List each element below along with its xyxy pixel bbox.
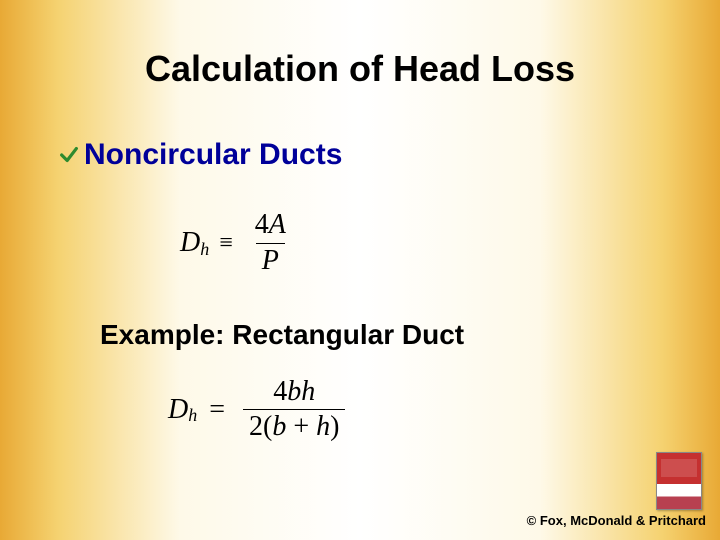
formula1-fraction: 4A P bbox=[249, 210, 292, 277]
copyright-text: © Fox, McDonald & Pritchard bbox=[527, 513, 706, 528]
textbook-thumbnail-icon bbox=[656, 452, 702, 510]
bullet-noncircular-ducts: Noncircular Ducts bbox=[58, 138, 720, 172]
formula1-denominator: P bbox=[256, 243, 285, 277]
equals-icon: = bbox=[209, 394, 225, 426]
formula2-fraction: 4bh 2(b + h) bbox=[243, 377, 345, 444]
page-title: Calculation of Head Loss bbox=[0, 0, 720, 90]
bullet-text: Noncircular Ducts bbox=[84, 138, 342, 172]
formula2-numerator: 4bh bbox=[267, 377, 321, 410]
formula-rectangular-duct: Dh = 4bh 2(b + h) bbox=[168, 377, 720, 444]
formula1-numerator: 4A bbox=[249, 210, 292, 243]
formula1-lhs-sub: h bbox=[200, 239, 209, 260]
example-label: Example: Rectangular Duct bbox=[100, 319, 720, 351]
formula2-lhs-var: D bbox=[168, 394, 188, 426]
formula-hydraulic-diameter-definition: Dh ≡ 4A P bbox=[180, 210, 720, 277]
identical-to-icon: ≡ bbox=[219, 230, 233, 257]
formula2-denominator: 2(b + h) bbox=[243, 409, 345, 443]
check-icon bbox=[58, 144, 80, 166]
formula1-lhs-var: D bbox=[180, 227, 200, 259]
formula2-lhs-sub: h bbox=[188, 405, 197, 426]
